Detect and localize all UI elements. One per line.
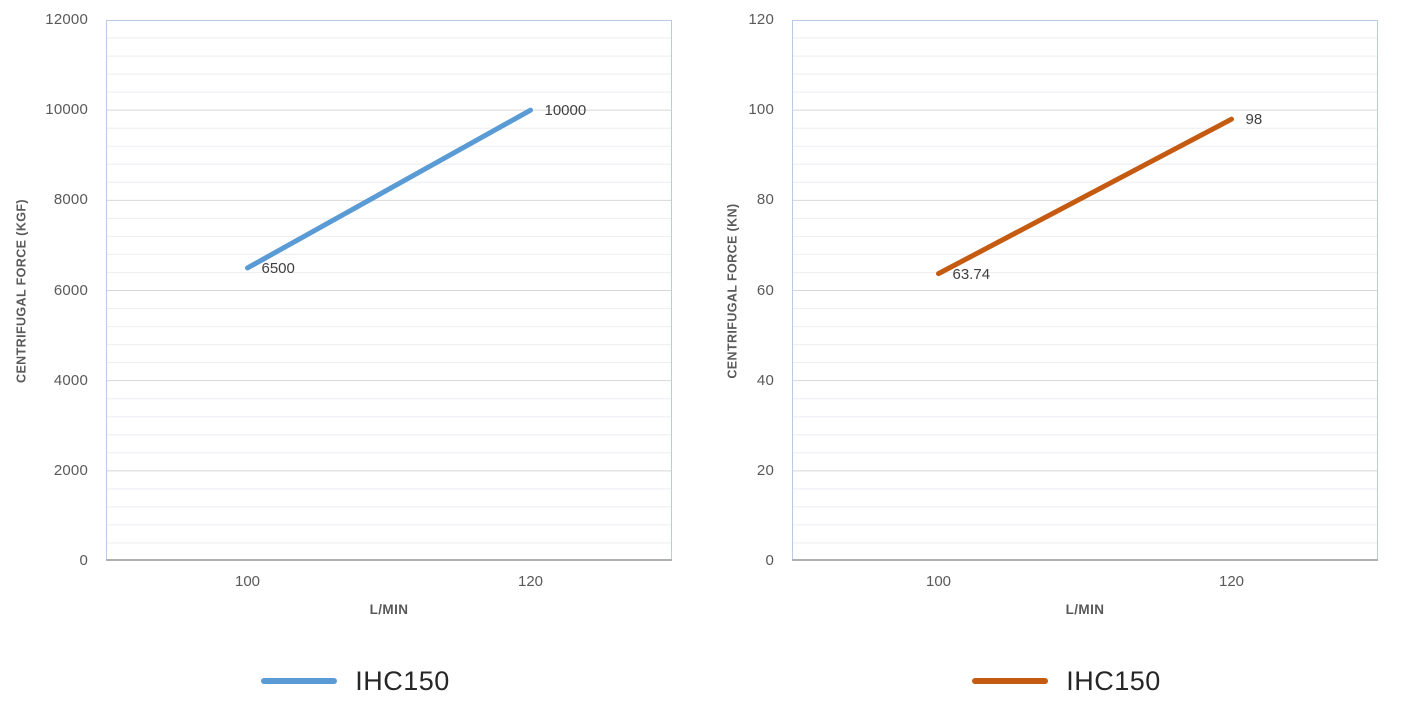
x-tick-label: 120 [517,573,544,590]
y-tick-label: 100 [748,101,774,119]
legend-series-label: IHC150 [1066,666,1161,696]
x-tick-label: 100 [234,573,261,590]
y-tick-label: 4000 [53,371,88,389]
legend: IHC150 [711,664,1422,698]
y-tick-label: 120 [748,11,774,28]
y-tick-label: 6000 [53,281,88,299]
y-tick-label: 2000 [53,461,88,479]
chart-kgf: CENTRIFUGAL FORCE (KGF) L/MIN IHC150 120… [0,11,711,698]
y-tick-label: 0 [765,552,774,569]
series-line-ihc150 [245,107,533,271]
plot-area [106,20,672,561]
y-tick-label: 60 [756,281,774,299]
y-tick-label: 10000 [45,101,88,119]
y-tick-label: 0 [79,552,88,569]
chart-kn: CENTRIFUGAL FORCE (KN) L/MIN IHC150 120 1… [711,0,1422,706]
y-tick-label: 8000 [53,191,88,209]
legend-line-swatch [972,678,1049,684]
x-axis-title: L/MIN [1065,602,1105,617]
data-point-label: 98 [1245,111,1263,129]
plot-area [792,20,1378,561]
data-point-label: 10000 [544,102,587,120]
data-point-label: 63.74 [952,265,991,283]
x-axis-title: L/MIN [369,602,409,617]
legend-line-swatch [261,678,338,684]
x-tick-label: 120 [1218,573,1245,590]
y-tick-label: 40 [756,371,774,389]
y-tick-label: 80 [756,191,774,209]
series-line-ihc150 [936,116,1234,277]
y-tick-label: 20 [756,461,774,479]
legend: IHC150 [0,664,711,698]
y-tick-label: 12000 [45,11,88,28]
data-point-label: 6500 [261,259,295,277]
x-tick-label: 100 [925,573,952,590]
legend-series-label: IHC150 [355,666,450,696]
